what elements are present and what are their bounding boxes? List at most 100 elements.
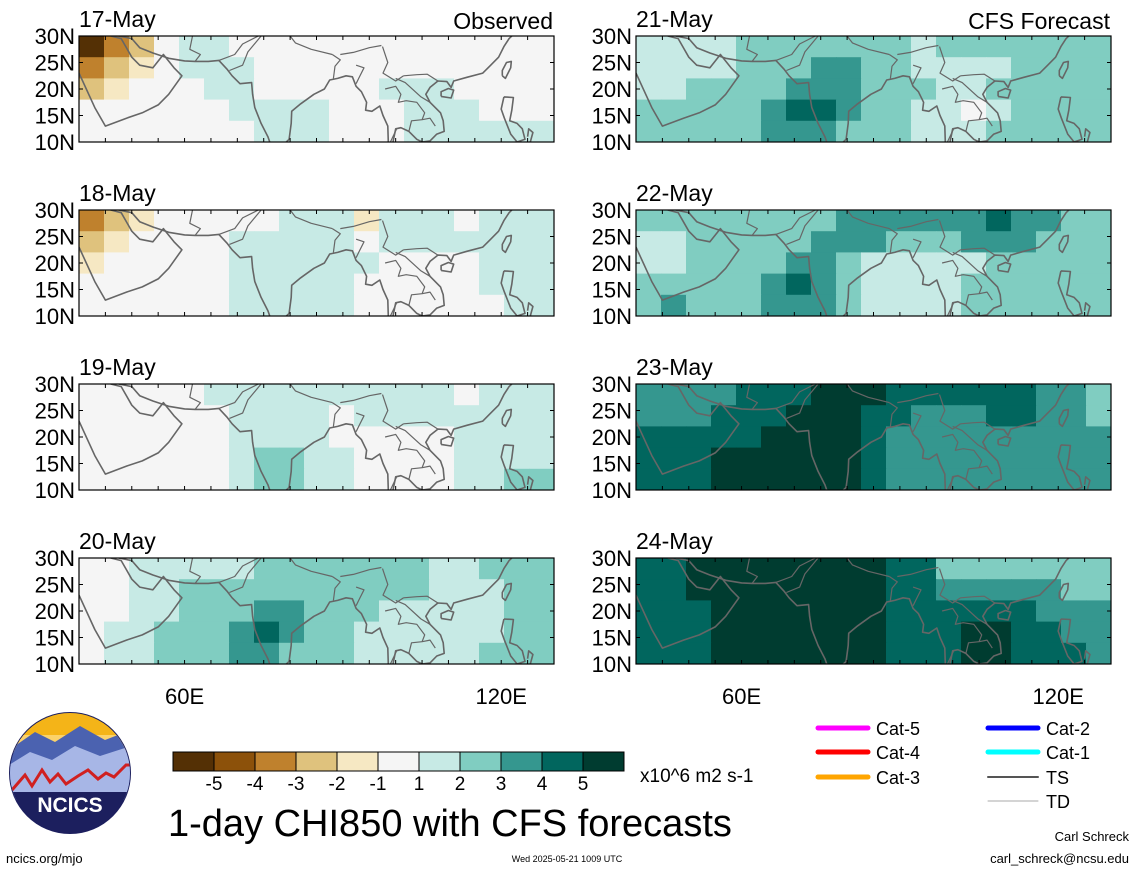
country-border — [355, 586, 365, 606]
coastline — [79, 36, 183, 127]
field-cell — [204, 210, 230, 232]
field-cell — [886, 273, 912, 296]
coastline — [997, 261, 1012, 273]
field-cell — [1086, 468, 1111, 490]
field-cell — [911, 210, 937, 232]
field-cell — [636, 384, 662, 406]
field-cell — [886, 426, 912, 449]
field-cell — [636, 621, 662, 644]
field-cell — [479, 579, 505, 601]
field-cell — [254, 252, 280, 275]
field-cell — [104, 78, 130, 101]
field-cell — [1061, 57, 1087, 79]
panel-field — [79, 558, 554, 664]
field-cell — [661, 273, 687, 296]
field-cell — [861, 426, 887, 449]
panel-date-label: 17-May — [79, 6, 156, 32]
coastline — [1083, 302, 1091, 316]
field-cell — [861, 231, 887, 253]
field-cell — [1011, 642, 1037, 664]
field-cell — [661, 57, 687, 79]
field-cell — [329, 621, 355, 644]
field-cell — [279, 294, 305, 316]
field-cell — [154, 642, 180, 664]
field-cell — [761, 252, 787, 275]
field-cell — [786, 78, 812, 101]
field-cell — [1011, 99, 1037, 122]
field-cell — [786, 426, 812, 449]
coastline — [1057, 444, 1083, 490]
coastline — [1057, 618, 1083, 664]
field-cell — [861, 468, 887, 490]
field-cell — [836, 405, 862, 427]
field-cell — [986, 468, 1012, 490]
field-cell — [379, 294, 405, 316]
field-cell — [761, 120, 787, 142]
field-cell — [936, 468, 962, 490]
field-cell — [1086, 273, 1111, 296]
field-cell — [836, 36, 862, 58]
field-cell — [986, 231, 1012, 253]
country-border — [340, 566, 382, 578]
field-cell — [104, 120, 130, 142]
field-cell — [129, 405, 155, 427]
field-cell — [204, 78, 230, 101]
field-cell — [304, 621, 330, 644]
field-cell — [1011, 231, 1037, 253]
field-cell — [479, 78, 505, 101]
field-cell — [104, 231, 130, 253]
field-cell — [304, 78, 330, 101]
field-cell — [861, 621, 887, 644]
coastline — [949, 558, 1070, 664]
field-cell — [1061, 621, 1087, 644]
coastline — [526, 476, 534, 490]
field-cell — [154, 426, 180, 449]
field-cell — [1086, 384, 1111, 406]
field-cell — [1086, 426, 1111, 449]
field-cell — [304, 426, 330, 449]
field-cell — [354, 468, 380, 490]
field-cell — [961, 384, 987, 406]
field-cell — [761, 468, 787, 490]
field-cell — [379, 210, 405, 232]
map-panel-21-May: 21-May — [635, 6, 1112, 143]
author-name: Carl Schreck — [1055, 829, 1130, 844]
field-cell — [661, 447, 687, 470]
field-cell — [254, 384, 280, 406]
field-cell — [711, 78, 737, 101]
field-cell — [761, 558, 787, 580]
coastline — [636, 384, 740, 475]
author-email[interactable]: carl_schreck@ncsu.edu — [990, 851, 1129, 866]
field-cell — [811, 642, 837, 664]
field-cell — [761, 99, 787, 122]
field-cell — [429, 621, 455, 644]
field-cell — [711, 231, 737, 253]
field-cell — [636, 99, 662, 122]
field-cell — [911, 468, 937, 490]
country-border — [786, 210, 819, 245]
field-cell — [761, 36, 787, 58]
field-cell — [404, 231, 430, 253]
field-cell — [429, 36, 455, 58]
country-border — [897, 44, 939, 56]
field-cell — [129, 78, 155, 101]
field-cell — [836, 78, 862, 101]
field-cell — [661, 579, 687, 601]
field-cell — [1036, 468, 1062, 490]
field-cell — [736, 210, 762, 232]
field-cell — [736, 642, 762, 664]
field-cell — [529, 579, 554, 601]
country-border — [952, 599, 988, 625]
source-url[interactable]: ncics.org/mjo — [6, 851, 83, 866]
field-cell — [936, 78, 962, 101]
field-cell — [179, 252, 205, 275]
field-cell — [379, 447, 405, 470]
field-cell — [736, 294, 762, 316]
field-cell — [636, 252, 662, 275]
colorbar-swatch — [295, 751, 338, 772]
field-cell — [254, 621, 280, 644]
y-tick-label: 30N — [35, 546, 75, 571]
field-cell — [1011, 78, 1037, 101]
field-cell — [761, 57, 787, 79]
country-border — [786, 558, 819, 594]
